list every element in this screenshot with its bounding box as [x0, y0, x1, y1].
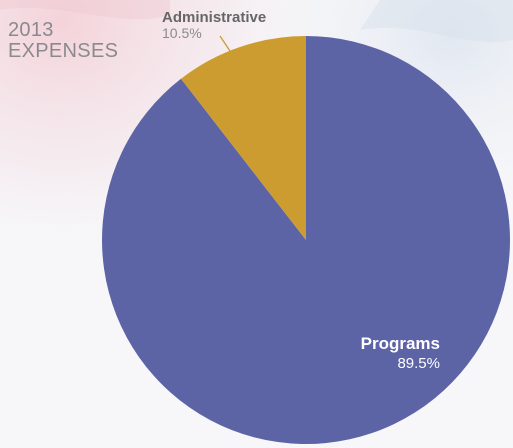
leader-line-administrative: [219, 35, 233, 55]
pie-slice-programs: [102, 35, 511, 444]
slice-label-administrative: Administrative: [162, 9, 266, 26]
slice-value-programs: 89.5%: [397, 355, 440, 372]
chart-title: 2013 EXPENSES: [8, 20, 118, 62]
slice-value-administrative: 10.5%: [162, 25, 202, 41]
chart-title-label: EXPENSES: [8, 40, 119, 62]
slice-label-programs: Programs: [361, 334, 440, 353]
pie-slice-administrative: [180, 36, 306, 240]
chart-title-year: 2013: [8, 19, 54, 41]
